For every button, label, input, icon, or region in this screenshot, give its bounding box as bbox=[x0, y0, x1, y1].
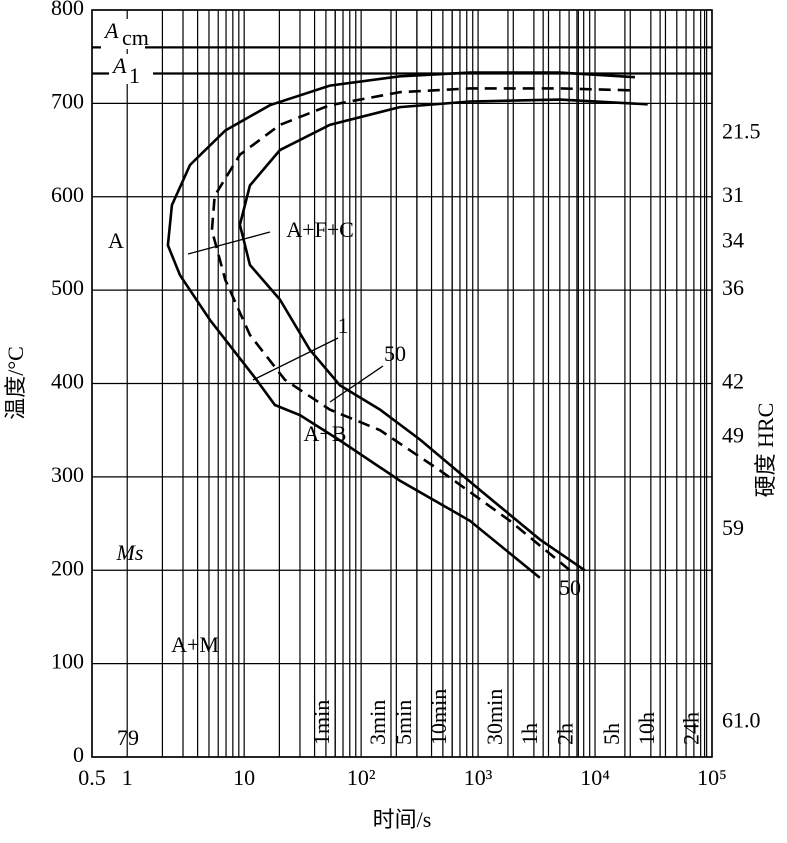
annotation: Ms bbox=[116, 540, 144, 565]
hardness-label: 31 bbox=[722, 182, 744, 207]
x-tick-label: 0.5 bbox=[78, 765, 106, 790]
plot-border bbox=[91, 9, 713, 758]
x-tick-label: 1 bbox=[122, 765, 133, 790]
annotation: A+M bbox=[171, 632, 219, 657]
critical-subscript: 1 bbox=[129, 63, 140, 88]
time-label: 24h bbox=[679, 712, 704, 745]
time-label: 10min bbox=[426, 689, 451, 745]
annotation: 50 bbox=[559, 575, 581, 600]
hardness-label: 49 bbox=[722, 423, 744, 448]
annotation: 79 bbox=[117, 725, 139, 750]
y-tick-label: 600 bbox=[51, 182, 84, 207]
time-label: 10h bbox=[634, 712, 659, 745]
time-label: 2h bbox=[552, 723, 577, 745]
critical-symbol: A bbox=[111, 53, 127, 78]
time-label: 5h bbox=[599, 723, 624, 745]
annotation: A bbox=[108, 228, 124, 253]
hardness-label: 61.0 bbox=[722, 707, 761, 732]
annotation: 50 bbox=[384, 341, 406, 366]
x-tick-label: 10 bbox=[233, 765, 255, 790]
x-tick-label: 10⁵ bbox=[697, 765, 727, 790]
critical-subscript: cm bbox=[122, 25, 149, 50]
y-tick-label: 0 bbox=[73, 742, 84, 767]
y-tick-label: 100 bbox=[51, 649, 84, 674]
y-tick-label: 400 bbox=[51, 369, 84, 394]
hardness-label: 59 bbox=[722, 515, 744, 540]
hardness-label: 36 bbox=[722, 275, 744, 300]
x-tick-label: 10² bbox=[347, 765, 376, 790]
annotation: 1 bbox=[338, 313, 349, 338]
annotation: A+F+C bbox=[286, 217, 354, 242]
time-label: 1min bbox=[309, 700, 334, 745]
y-tick-label: 800 bbox=[51, 0, 84, 20]
label-background bbox=[101, 19, 145, 49]
leader-line bbox=[187, 231, 271, 255]
curve bbox=[166, 71, 635, 579]
curve bbox=[238, 98, 648, 572]
curve bbox=[210, 87, 630, 572]
hardness-label: 42 bbox=[722, 369, 744, 394]
y-tick-label: 500 bbox=[51, 275, 84, 300]
y2-axis-label: 硬度 HRC bbox=[753, 403, 778, 498]
y-tick-label: 200 bbox=[51, 555, 84, 580]
y-axis-label: 温度/°C bbox=[3, 346, 28, 420]
time-label: 3min bbox=[365, 700, 390, 745]
y-tick-label: 700 bbox=[51, 88, 84, 113]
time-label: 30min bbox=[482, 689, 507, 745]
time-label: 1h bbox=[517, 723, 542, 745]
y-tick-label: 300 bbox=[51, 462, 84, 487]
leader-line bbox=[252, 337, 339, 381]
label-background bbox=[109, 54, 153, 84]
hardness-label: 21.5 bbox=[722, 118, 761, 143]
critical-symbol: A bbox=[103, 18, 119, 43]
time-label: 5min bbox=[391, 700, 416, 745]
annotation: A+B bbox=[304, 421, 347, 446]
x-tick-label: 10³ bbox=[464, 765, 493, 790]
x-axis-label: 时间/s bbox=[373, 807, 432, 832]
x-tick-label: 10⁴ bbox=[580, 765, 610, 790]
hardness-label: 34 bbox=[722, 228, 744, 253]
